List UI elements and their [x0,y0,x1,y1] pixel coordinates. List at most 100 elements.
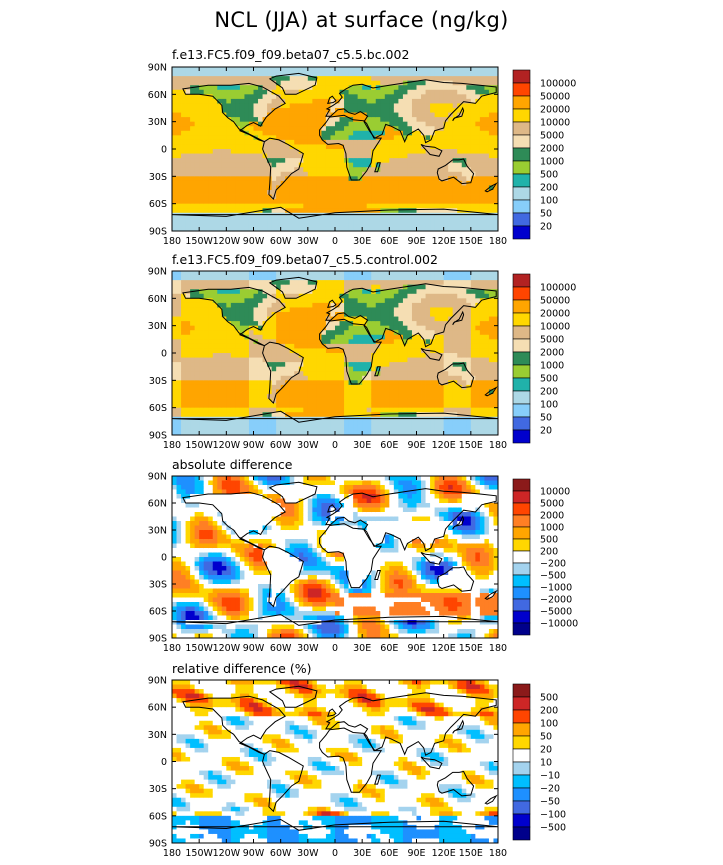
field-cell [289,430,295,435]
field-cell [443,403,449,409]
field-cell [488,71,494,77]
field-cell [258,289,263,295]
field-cell [294,80,300,86]
field-cell [325,312,331,317]
y-tick-label: 90S [149,227,167,238]
field-cell [398,153,404,159]
field-cell [221,412,227,418]
field-cell [194,162,200,168]
field-cell [248,325,254,331]
field-cell [181,176,186,182]
field-cell [312,135,318,141]
field-cell [248,407,254,413]
field-cell [194,430,200,435]
field-cell [421,149,426,154]
field-cell [289,353,295,358]
field-cell [258,384,263,390]
field-cell [430,112,436,118]
field-cell [366,199,372,205]
field-cell [411,334,417,340]
field-cell [325,280,331,286]
field-cell [285,153,291,159]
field-cell [344,217,349,223]
field-cell [239,94,245,100]
field-cell [244,371,250,377]
field-cell [389,144,395,150]
field-cell [181,71,186,77]
field-cell [411,375,417,381]
field-cell [212,121,218,127]
field-cell [253,108,259,113]
field-cell [411,135,417,141]
field-cell [230,366,236,372]
field-cell [181,366,186,372]
field-cell [384,153,390,159]
field-cell [353,126,359,132]
legend-label: 50 [540,209,552,220]
field-cell [325,194,331,200]
field-cell [176,171,182,177]
coastline [268,72,318,95]
field-cell [411,190,417,195]
field-cell [330,343,336,349]
field-cell [267,67,273,72]
field-cell [443,334,449,340]
field-cell [298,144,304,150]
coastline [420,143,443,157]
field-cell [226,217,232,223]
field-cell [371,307,377,313]
field-cell [307,275,313,281]
field-cell [443,180,449,186]
field-cell [416,366,422,372]
x-tick-label: 150W [185,236,213,247]
field-cell [434,103,440,109]
field-cell [312,430,318,435]
field-cell [199,307,205,313]
field-cell [226,293,232,299]
field-cell [294,221,300,227]
field-cell [430,307,436,313]
field-cell [203,394,209,399]
field-cell [375,149,381,154]
field-cell [330,407,336,413]
field-cell [294,371,300,377]
field-cell [208,153,214,159]
field-cell [389,302,395,308]
field-cell [493,98,498,104]
field-cell [488,144,494,150]
field-cell [316,394,322,399]
field-cell [248,226,254,231]
field-cell [316,180,322,186]
field-cell [280,430,286,435]
field-cell [199,384,205,390]
field-cell [484,94,490,100]
field-cell [448,366,454,372]
field-cell [457,321,463,327]
field-cell [411,103,417,109]
field-cell [375,80,381,86]
field-cell [203,71,209,77]
field-cell [235,357,241,363]
field-cell [217,321,223,327]
field-cell [366,108,372,113]
field-cell [421,298,426,304]
field-cell [411,162,417,168]
field-cell [344,334,349,340]
field-cell [285,171,291,177]
field-cell [203,307,209,313]
field-cell [307,139,313,145]
field-cell [190,353,196,358]
field-cell [348,321,354,327]
field-cell [493,144,498,150]
field-cell [475,94,481,100]
field-cell [181,221,186,227]
field-cell [407,403,413,409]
field-cell [194,144,200,150]
field-cell [371,212,377,218]
field-cell [430,71,436,77]
field-cell [398,348,404,354]
field-cell [239,394,245,399]
field-cell [172,421,177,427]
field-cell [389,139,395,145]
field-cell [230,375,236,381]
